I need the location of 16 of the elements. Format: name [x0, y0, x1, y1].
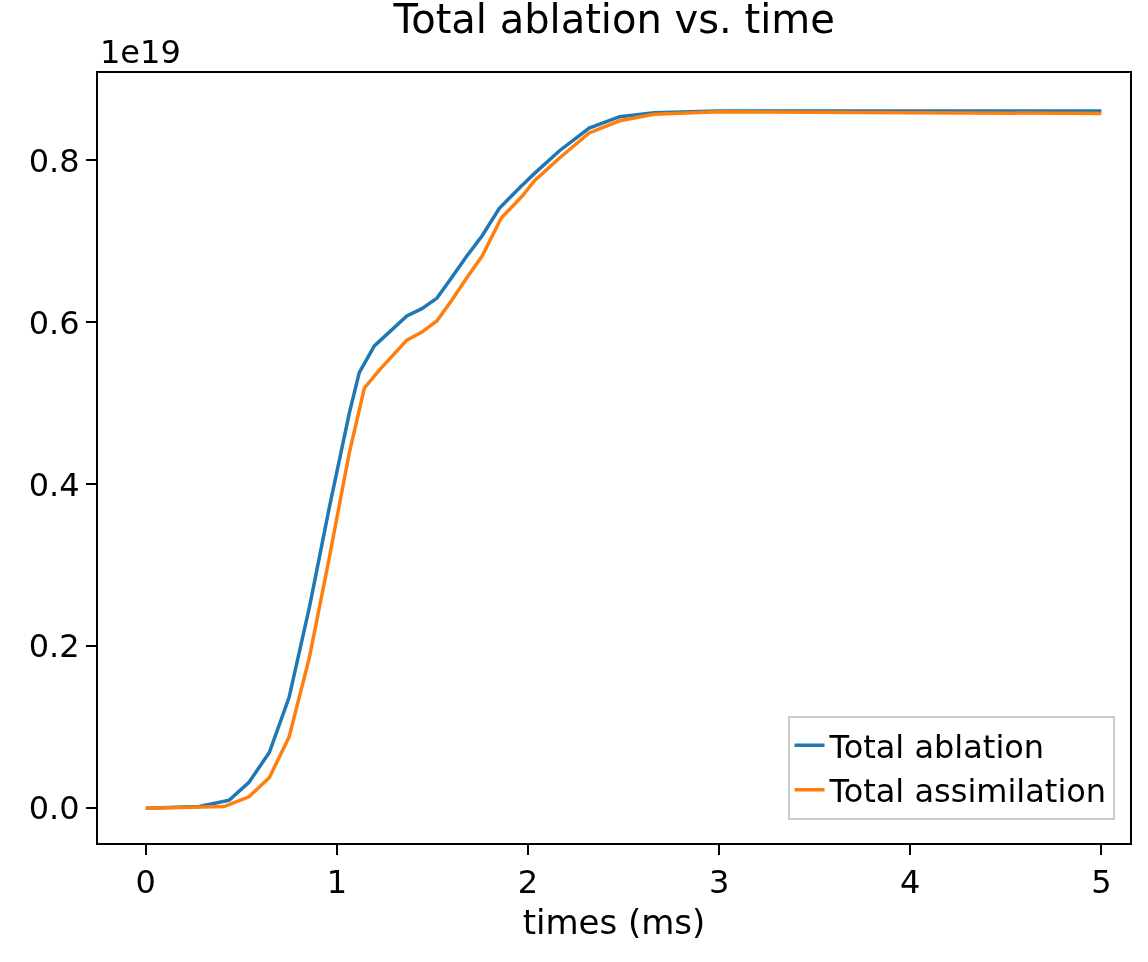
x-tick-label: 0: [135, 863, 156, 902]
y-tick-label: 0.2: [28, 627, 80, 666]
x-tick-label: 3: [708, 863, 730, 902]
y-tick-label: 0.0: [28, 789, 80, 828]
text: 1e19: [100, 33, 181, 71]
legend-label: Total ablation: [828, 727, 1045, 766]
x-tick-label: 5: [1091, 863, 1112, 902]
legend-label: Total assimilation: [828, 772, 1107, 811]
y-tick-label: 0.4: [28, 465, 80, 504]
y-tick-label: 0.8: [28, 141, 80, 180]
x-tick-label: 4: [900, 863, 921, 902]
x-tick-label: 2: [517, 863, 539, 902]
x-axis-title: times (ms): [522, 902, 706, 943]
x-tick-label: 1: [326, 863, 348, 902]
y-tick-label: 0.6: [28, 303, 80, 342]
chart-title: Total ablation vs. time: [392, 0, 835, 42]
